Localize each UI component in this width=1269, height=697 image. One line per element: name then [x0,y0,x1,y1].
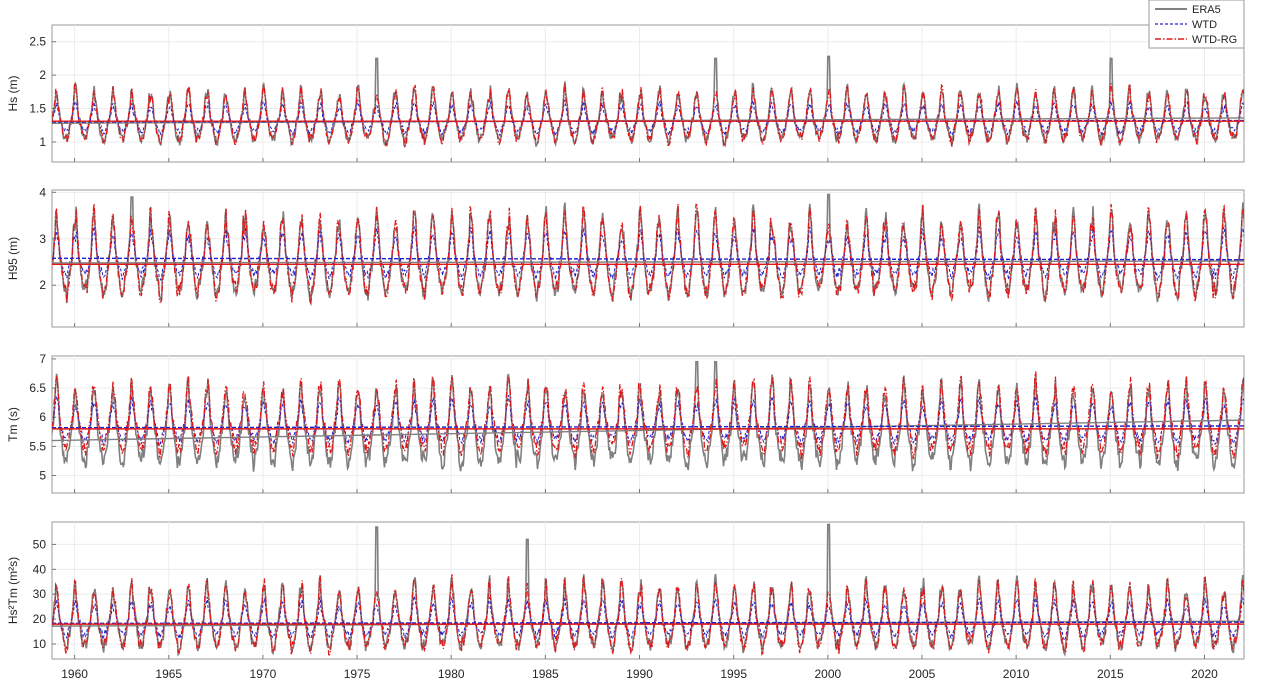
panel-h95: 2 3 4 H95 (m) [6,185,1245,328]
y-tick-label: 2 [39,68,46,82]
legend: ERA5 WTD WTD-RG [1148,0,1245,49]
y-tick-label: 1.5 [29,102,46,116]
series-line-wtd [52,225,1244,283]
x-tick-label: 1980 [438,667,465,681]
x-tick-label: 1975 [344,667,371,681]
y-tick-label: 2 [39,278,46,292]
trend-line-wtd [51,621,1245,625]
series-group [52,523,1244,657]
y-tick-label: 50 [33,537,47,551]
legend-label-wtd-rg: WTD-RG [1192,34,1237,46]
x-tick-label: 2000 [814,667,841,681]
x-tick-label: 1965 [155,667,182,681]
series-line-wtd [52,594,1244,642]
x-tick-label: 1990 [626,667,653,681]
y-tick-label: 3 [39,232,46,246]
x-tick-label: 1995 [720,667,747,681]
panel-tm: 5 5.5 6 6.5 7 Tm (s) [6,352,1245,494]
series-line-wtd [52,394,1244,447]
trend-line-wtd [51,257,1245,261]
y-tick-label: 6.5 [29,381,46,395]
panel-hs: 1 1.5 2 2.5 Hs (m) [6,24,1245,163]
y-tick-label: 20 [33,612,47,626]
series-line-wtd-rg [52,371,1244,461]
x-tick-label: 1960 [61,667,88,681]
series-line-era5 [52,361,1244,473]
y-tick-label: 2.5 [29,35,46,49]
legend-label-era5: ERA5 [1192,4,1221,16]
panel-frame [51,355,1245,494]
series-group [52,193,1244,307]
series-group [52,361,1244,473]
y-tick-label: 4 [39,185,46,199]
x-tick-label: 2015 [1097,667,1124,681]
x-tick-label: 1970 [250,667,277,681]
series-line-wtd-rg [52,203,1244,306]
y-tick-label: 10 [33,637,47,651]
y-axis-label: Hs²Tm (m²s) [6,557,20,624]
y-tick-label: 40 [33,562,47,576]
y-tick-label: 1 [39,135,46,149]
x-tick-label: 2020 [1191,667,1218,681]
y-axis-label: Hs (m) [6,76,20,112]
series-line-wtd-rg [52,574,1244,656]
x-tick-label: 2010 [1003,667,1030,681]
y-tick-label: 6 [39,410,46,424]
y-tick-label: 5.5 [29,439,46,453]
series-line-wtd [52,99,1244,138]
trend-line-wtd [51,425,1245,429]
y-axis-label: H95 (m) [6,237,20,280]
panel-hs2tm: 10 20 30 40 50 Hs²Tm (m²s) [6,521,1245,660]
trend-line-era5 [51,419,1245,442]
y-tick-label: 7 [39,352,46,366]
x-tick-label: 1985 [532,667,559,681]
trend-line-era5 [51,260,1245,264]
legend-box [1148,0,1245,49]
panel-frame [51,24,1245,163]
y-axis-label: Tm (s) [6,407,20,442]
y-tick-label: 30 [33,587,47,601]
y-tick-label: 5 [39,469,46,483]
series-group [52,55,1244,148]
series-line-wtd-rg [52,82,1244,148]
legend-label-wtd: WTD [1192,19,1217,31]
x-tick-label: 2005 [909,667,936,681]
